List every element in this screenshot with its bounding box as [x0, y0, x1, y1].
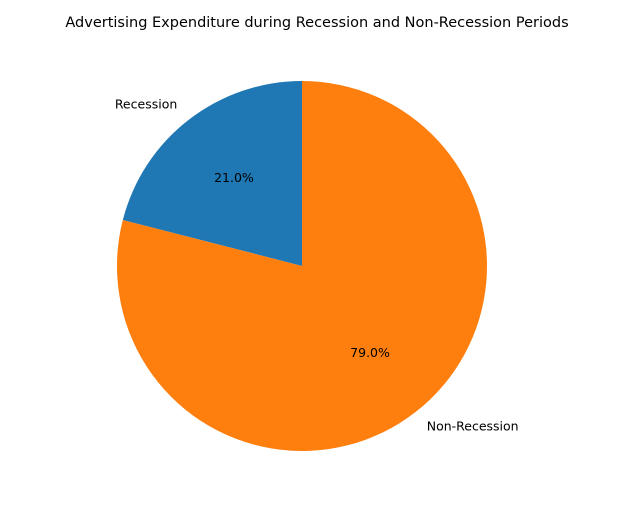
slice-percent-recession: 21.0%	[214, 170, 254, 185]
pie-slice-non-recession	[117, 81, 488, 451]
slice-label-non-recession: Non-Recession	[427, 418, 519, 433]
pie-slice-recession	[122, 81, 302, 266]
slice-percent-non-recession: 79.0%	[350, 345, 390, 360]
pie-labels: Recession 21.0% Non-Recession 79.0%	[115, 97, 519, 434]
pie-slices	[117, 81, 488, 451]
slice-label-recession: Recession	[115, 97, 177, 112]
chart-title: Advertising Expenditure during Recession…	[65, 15, 568, 31]
